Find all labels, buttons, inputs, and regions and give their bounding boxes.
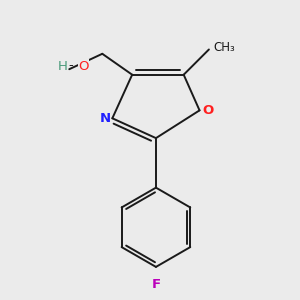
Text: O: O	[78, 59, 89, 73]
Text: N: N	[100, 112, 111, 125]
Text: -: -	[69, 59, 74, 73]
Text: F: F	[152, 278, 160, 291]
Text: O: O	[202, 104, 214, 117]
Text: CH₃: CH₃	[214, 41, 236, 54]
Text: H: H	[57, 59, 67, 73]
